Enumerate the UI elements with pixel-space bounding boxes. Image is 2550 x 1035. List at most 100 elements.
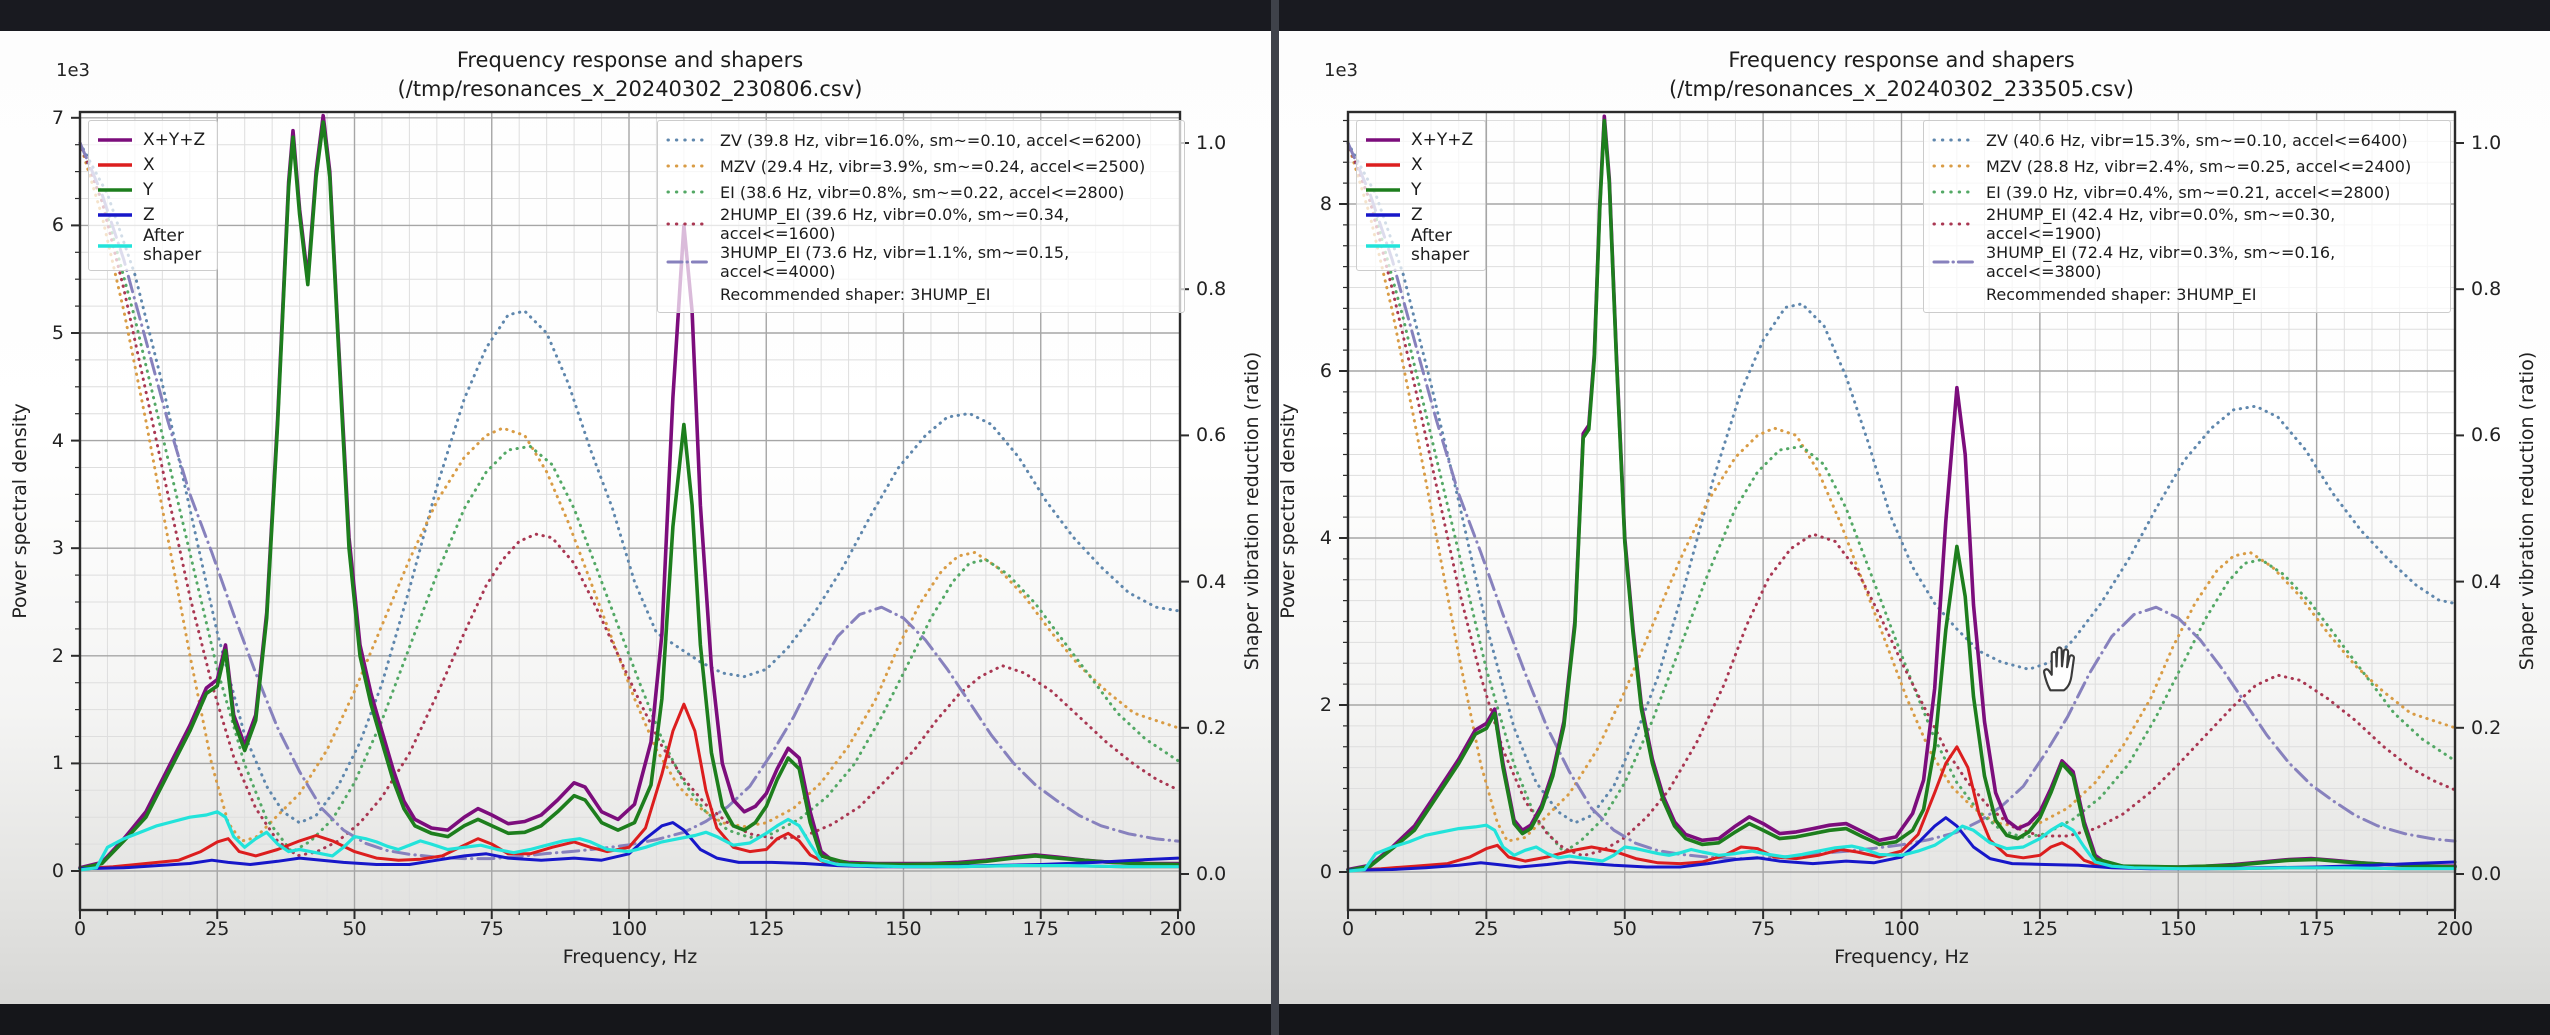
y2-tick-label: 0.4 — [1196, 570, 1227, 593]
x-tick-label: 25 — [205, 918, 230, 940]
x-tick-label: 150 — [2160, 918, 2197, 940]
shaper-legend-item-ei: EI (39.0 Hz, vibr=0.4%, sm~=0.21, accel<… — [1932, 179, 2442, 205]
curve-hump2 — [1346, 141, 2457, 858]
shaper-legend-label-mzv: MZV (28.8 Hz, vibr=2.4%, sm~=0.25, accel… — [1986, 156, 2412, 176]
y2-tick-label: 0.0 — [1196, 863, 1227, 885]
shaper-legend-label-ei: EI (39.0 Hz, vibr=0.4%, sm~=0.21, accel<… — [1986, 182, 2391, 202]
curve-mzv — [1346, 141, 2457, 843]
y2-axis-label: Shaper vibration reduction (ratio) — [1241, 351, 1263, 671]
legend-item-y: Y — [1365, 177, 1477, 202]
y2-tick-label: 1.0 — [1196, 132, 1227, 154]
recommended-shaper-row: Recommended shaper: 3HUMP_EI — [1932, 281, 2442, 307]
chart-canvas-0[interactable] — [0, 31, 1275, 1004]
chart-title: Frequency response and shapers — [456, 48, 804, 72]
legend-line-z-icon — [1366, 212, 1400, 217]
chart-subtitle: (/tmp/resonances_x_20240302_233505.csv) — [1669, 77, 2134, 101]
shaper-legend: ZV (40.6 Hz, vibr=15.3%, sm~=0.10, accel… — [1923, 120, 2451, 313]
legend-label-sum: X+Y+Z — [1411, 129, 1474, 150]
x-tick-label: 175 — [2298, 918, 2335, 940]
y-tick-label: 6 — [51, 214, 64, 237]
y-tick-label: 0 — [1319, 861, 1332, 883]
curve-after — [1346, 822, 2457, 873]
x-axis-label: Frequency, Hz — [1834, 946, 1969, 968]
legend-line-sum-icon — [1366, 137, 1400, 142]
legend-item-sum: X+Y+Z — [1365, 127, 1477, 152]
x-axis-label: Frequency, Hz — [562, 946, 698, 968]
x-tick-label: 75 — [1751, 918, 1776, 940]
y2-tick-label: 0.2 — [2471, 716, 2502, 739]
legend-dotted-line-mzv-icon — [666, 164, 710, 168]
legend-line-sum-icon — [98, 137, 132, 142]
legend-item-x: X — [97, 152, 209, 177]
legend-line-y-icon — [98, 187, 132, 192]
y-axis-offset-label: 1e3 — [56, 60, 90, 81]
x-tick-label: 50 — [1612, 918, 1637, 940]
legend-item-x: X — [1365, 152, 1477, 177]
recommended-shaper-label: Recommended shaper: 3HUMP_EI — [1986, 284, 2257, 304]
x-tick-label: 100 — [1883, 918, 1920, 940]
x-tick-label: 0 — [1341, 918, 1355, 940]
y-tick-label: 8 — [1319, 193, 1332, 215]
curve-x — [78, 702, 1180, 871]
legend-label-x: X — [1411, 154, 1423, 175]
curve-ei — [1346, 141, 2457, 854]
y-tick-label: 3 — [51, 537, 64, 560]
x-tick-label: 0 — [73, 918, 87, 940]
recommended-shaper-row: Recommended shaper: 3HUMP_EI — [666, 281, 1176, 307]
legend-line-x-icon — [98, 162, 132, 167]
legend-dashdot-line-hump3-icon — [666, 260, 710, 264]
legend-item-sum: X+Y+Z — [97, 127, 209, 152]
chart-title: Frequency response and shapers — [1728, 48, 2075, 72]
curve-x — [1346, 745, 2457, 872]
legend-label-z: Z — [1411, 204, 1423, 225]
y-axis-offset-label: 1e3 — [1324, 60, 1358, 81]
y2-tick-label: 0.8 — [2471, 278, 2502, 301]
legend-label-y: Y — [143, 179, 154, 200]
y-tick-label: 1 — [51, 752, 64, 775]
legend-spacer — [666, 292, 710, 296]
y2-tick-label: 0.6 — [2471, 424, 2502, 447]
shaper-legend-item-mzv: MZV (28.8 Hz, vibr=2.4%, sm~=0.25, accel… — [1932, 153, 2442, 179]
curve-mzv — [78, 141, 1180, 843]
x-tick-label: 75 — [479, 918, 504, 940]
x-tick-label: 200 — [2436, 918, 2474, 940]
panel-divider — [1271, 0, 1279, 1035]
y2-axis-label: Shaper vibration reduction (ratio) — [2516, 351, 2538, 671]
y2-tick-label: 0.0 — [2471, 863, 2502, 885]
legend-spacer — [1932, 292, 1976, 296]
legend-dotted-line-ei-icon — [666, 190, 710, 194]
y2-tick-label: 0.6 — [1196, 424, 1227, 447]
legend-label-after: After shaper — [143, 226, 202, 265]
legend-dotted-line-zv-icon — [666, 138, 710, 142]
shaper-legend-label-hump3: 3HUMP_EI (73.6 Hz, vibr=1.1%, sm~=0.15, … — [720, 243, 1070, 281]
legend-label-z: Z — [143, 204, 155, 225]
axis-legend: X+Y+Z X Y Z After shaper — [1356, 120, 1486, 271]
y2-tick-label: 1.0 — [2471, 132, 2502, 154]
curve-hump3 — [1346, 141, 2457, 861]
x-tick-label: 100 — [610, 918, 648, 940]
x-tick-label: 150 — [885, 918, 922, 940]
legend-item-z: Z — [1365, 202, 1477, 227]
y2-tick-label: 0.8 — [1196, 278, 1227, 301]
curve-zv — [78, 141, 1180, 825]
shaper-legend-label-hump2: 2HUMP_EI (42.4 Hz, vibr=0.0%, sm~=0.30, … — [1986, 205, 2336, 243]
shaper-legend-item-hump2: 2HUMP_EI (42.4 Hz, vibr=0.0%, sm~=0.30, … — [1932, 205, 2442, 243]
shaper-legend-label-mzv: MZV (29.4 Hz, vibr=3.9%, sm~=0.24, accel… — [720, 156, 1146, 176]
y2-tick-label: 0.4 — [2471, 570, 2502, 593]
shaper-legend-item-mzv: MZV (29.4 Hz, vibr=3.9%, sm~=0.24, accel… — [666, 153, 1176, 179]
shaper-legend-item-ei: EI (38.6 Hz, vibr=0.8%, sm~=0.22, accel<… — [666, 179, 1176, 205]
shaper-legend-label-zv: ZV (40.6 Hz, vibr=15.3%, sm~=0.10, accel… — [1986, 130, 2408, 150]
y-tick-label: 5 — [51, 322, 64, 344]
x-tick-label: 25 — [1474, 918, 1499, 940]
y-axis-label: Power spectral density — [9, 403, 31, 619]
shaper-legend-label-hump2: 2HUMP_EI (39.6 Hz, vibr=0.0%, sm~=0.34, … — [720, 205, 1070, 243]
y-tick-label: 2 — [51, 644, 64, 667]
x-tick-label: 200 — [1159, 918, 1197, 940]
legend-line-z-icon — [98, 212, 132, 217]
legend-line-after-icon — [1366, 244, 1400, 248]
legend-dotted-line-ei-icon — [1932, 190, 1976, 194]
legend-label-sum: X+Y+Z — [143, 129, 206, 150]
shaper-legend-label-ei: EI (38.6 Hz, vibr=0.8%, sm~=0.22, accel<… — [720, 182, 1125, 202]
shaper-legend-label-zv: ZV (39.8 Hz, vibr=16.0%, sm~=0.10, accel… — [720, 130, 1142, 150]
